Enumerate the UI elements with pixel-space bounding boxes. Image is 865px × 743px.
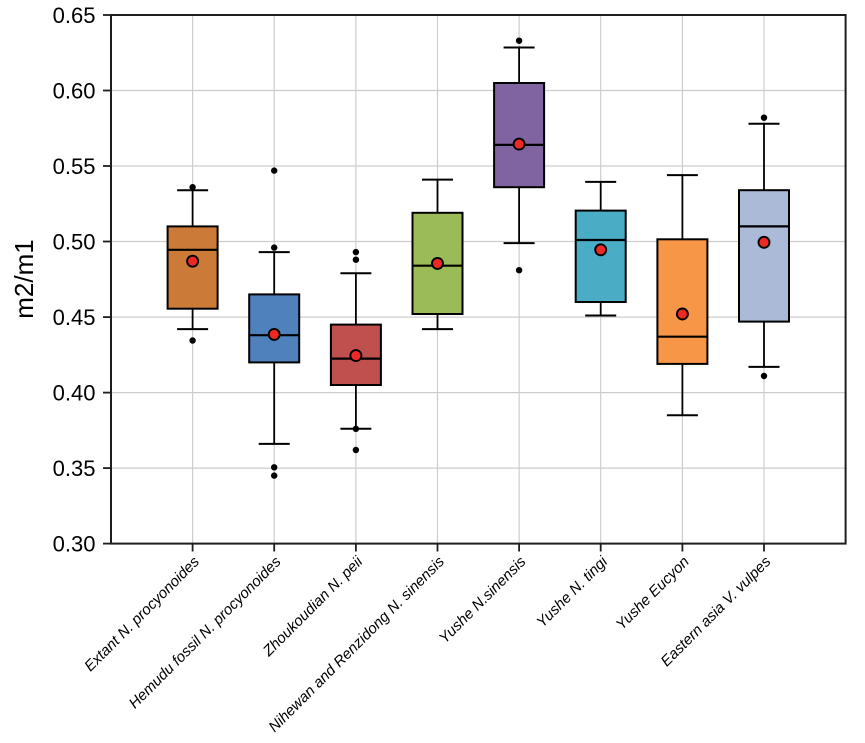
svg-text:m2/m1: m2/m1	[9, 239, 39, 318]
svg-text:0.40: 0.40	[53, 381, 96, 406]
svg-text:0.50: 0.50	[53, 229, 96, 254]
svg-text:0.65: 0.65	[53, 3, 96, 28]
svg-text:0.60: 0.60	[53, 78, 96, 103]
svg-text:0.55: 0.55	[53, 154, 96, 179]
svg-text:0.30: 0.30	[53, 532, 96, 557]
svg-text:0.45: 0.45	[53, 305, 96, 330]
svg-text:0.35: 0.35	[53, 456, 96, 481]
